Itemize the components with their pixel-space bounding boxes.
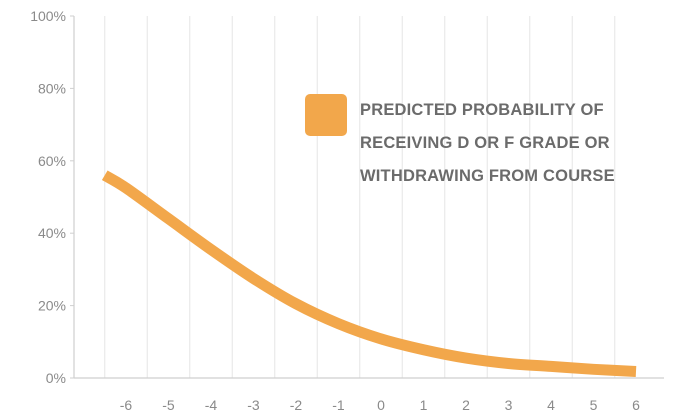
y-tick-label: 80% [38,80,66,96]
x-tick-label: -5 [162,397,175,413]
x-tick-label: -1 [332,397,345,413]
y-tick-label: 60% [38,153,66,169]
x-tick-label: -4 [205,397,218,413]
series-line [101,170,637,377]
y-tick-label: 100% [30,8,66,24]
x-tick-label: 0 [377,397,385,413]
x-tick-label: 2 [462,397,470,413]
grid-layer [104,16,616,378]
x-tick-label: 5 [590,397,598,413]
x-tick-label: -2 [290,397,303,413]
axis-layer: 0% 20% 40% 60% 80% 100% -6 -5 -4 -3 -2 -1 0 1 2 3 4 5 6 [30,8,664,413]
x-tick-label: 3 [505,397,513,413]
x-tick-label: 1 [420,397,428,413]
legend-label-line: PREDICTED PROBABILITY OF [360,101,604,119]
legend-label-line: WITHDRAWING FROM COURSE [360,167,615,185]
x-tick-label: 4 [547,397,555,413]
y-tick-label: 20% [38,298,66,314]
y-tick-label: 40% [38,225,66,241]
legend-label-line: RECEIVING D OR F GRADE OR [360,134,610,152]
legend-swatch [305,94,347,136]
x-tick-label: -3 [247,397,260,413]
x-tick-label: -6 [120,397,133,413]
x-tick-label: 6 [632,397,640,413]
legend: PREDICTED PROBABILITY OF RECEIVING D OR F… [305,94,615,185]
series-layer [101,170,637,377]
y-tick-label: 0% [46,370,66,386]
